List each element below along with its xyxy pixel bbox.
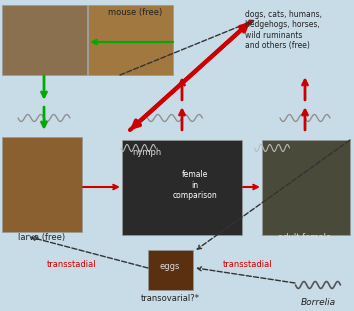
Bar xyxy=(2,5,87,75)
FancyArrowPatch shape xyxy=(32,236,148,268)
Text: transstadial: transstadial xyxy=(47,260,97,269)
Bar xyxy=(122,140,242,235)
FancyArrowPatch shape xyxy=(133,22,250,127)
FancyArrowPatch shape xyxy=(92,40,173,44)
Text: mouse (free): mouse (free) xyxy=(108,8,162,17)
Text: eggs: eggs xyxy=(160,262,180,271)
Text: Borrelia: Borrelia xyxy=(301,298,336,307)
Text: larva (free): larva (free) xyxy=(18,233,65,242)
Bar xyxy=(88,5,173,75)
FancyArrowPatch shape xyxy=(41,76,46,97)
Text: dogs, cats, humans,
hedgehogs, horses,
wild ruminants
and others (free): dogs, cats, humans, hedgehogs, horses, w… xyxy=(245,10,322,50)
Text: transstadial: transstadial xyxy=(223,260,273,269)
FancyArrowPatch shape xyxy=(303,80,308,100)
FancyArrowPatch shape xyxy=(83,185,118,189)
FancyArrowPatch shape xyxy=(197,140,350,249)
Bar xyxy=(2,137,82,232)
FancyArrowPatch shape xyxy=(243,185,258,189)
Text: transovarial?*: transovarial?* xyxy=(141,294,200,303)
FancyArrowPatch shape xyxy=(179,110,184,130)
Text: female
in
comparison: female in comparison xyxy=(173,170,217,200)
FancyArrowPatch shape xyxy=(179,80,184,100)
FancyArrowPatch shape xyxy=(120,20,253,75)
FancyArrowPatch shape xyxy=(303,110,308,130)
FancyArrowPatch shape xyxy=(198,267,295,283)
Bar xyxy=(262,140,350,235)
Bar xyxy=(148,250,193,290)
Text: adult female: adult female xyxy=(278,233,332,242)
FancyArrowPatch shape xyxy=(41,107,46,127)
FancyArrowPatch shape xyxy=(130,25,246,130)
Text: nymph: nymph xyxy=(132,148,161,157)
